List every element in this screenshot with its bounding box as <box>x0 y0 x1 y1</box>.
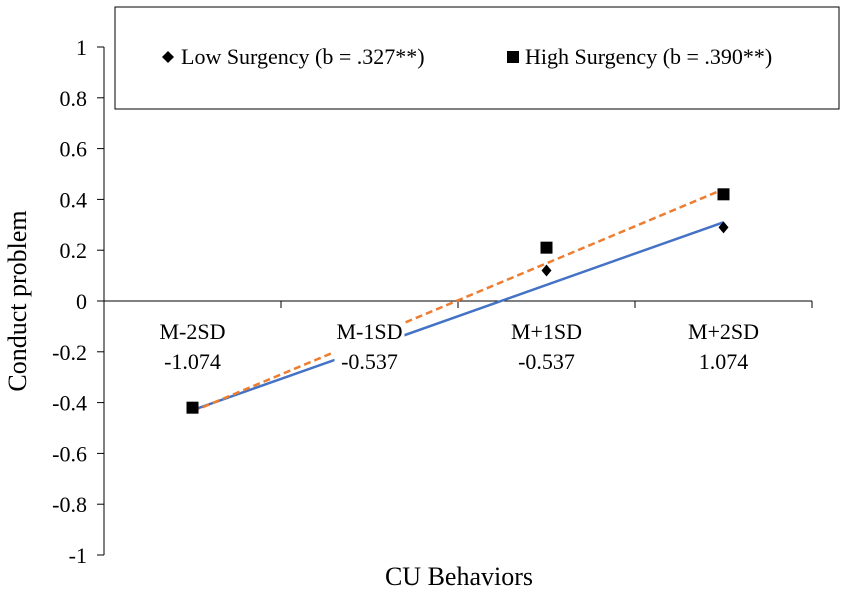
y-tick-label: 1 <box>76 35 87 60</box>
category-label: M-2SD <box>159 319 225 344</box>
trendline-low-surgency <box>192 221 724 412</box>
category-label-background <box>334 318 405 375</box>
trendline-high-surgency <box>192 188 724 413</box>
legend-label-low-surgency: Low Surgency (b = .327**) <box>181 44 425 69</box>
category-label-group: M+2SD 1.074 <box>685 318 762 375</box>
category-label: M+2SD <box>688 319 759 344</box>
x-axis-title: CU Behaviors <box>385 562 533 591</box>
marker-high-surgency <box>717 188 730 201</box>
category-label-group: M+1SD -0.537 <box>508 318 585 375</box>
y-tick-label: 0 <box>76 289 87 314</box>
y-tick-label: 0.4 <box>60 187 88 212</box>
y-tick-label: 0.2 <box>60 238 88 263</box>
category-value-label: -1.074 <box>164 349 221 374</box>
y-tick-label: -0.4 <box>52 391 87 416</box>
marker-low-surgency <box>187 401 198 414</box>
y-tick-label: -0.6 <box>52 441 87 466</box>
marker-high-surgency <box>540 241 553 254</box>
category-label: M+1SD <box>511 319 582 344</box>
legend: Low Surgency (b = .327**) High Surgency … <box>114 6 840 110</box>
category-label-group: M-2SD -1.074 <box>157 318 228 375</box>
category-value-label: -0.537 <box>341 349 398 374</box>
y-axis-title: Conduct problem <box>3 210 32 391</box>
y-tick-label: 0.8 <box>60 86 88 111</box>
y-tick-label: -0.2 <box>52 340 87 365</box>
legend-box <box>114 6 840 110</box>
category-label: M-1SD <box>336 319 402 344</box>
legend-label-high-surgency: High Surgency (b = .390**) <box>525 44 772 69</box>
category-label-background <box>685 318 762 375</box>
y-tick-label: -1 <box>69 543 87 568</box>
category-value-label: 1.074 <box>699 349 749 374</box>
y-tick-label: 0.6 <box>60 137 88 162</box>
category-label-group: M-1SD -0.537 <box>334 318 405 375</box>
category-labels: M-2SD -1.074 M-1SD -0.537 M+1SD -0.537 M+2SD 1.… <box>157 318 762 375</box>
category-label-background <box>508 318 585 375</box>
data-markers <box>186 188 730 414</box>
legend-diamond-icon <box>162 51 174 63</box>
marker-low-surgency <box>541 264 552 277</box>
legend-square-icon <box>507 51 519 63</box>
category-label-background <box>157 318 228 375</box>
y-tick-label: -0.8 <box>52 492 87 517</box>
trendlines <box>192 188 724 413</box>
axes: 1 0.8 0.6 0.4 0.2 0 -0.2 -0.4 -0.6 -0.8 -1 <box>52 35 813 568</box>
marker-low-surgency <box>718 221 729 234</box>
category-value-label: -0.537 <box>518 349 575 374</box>
